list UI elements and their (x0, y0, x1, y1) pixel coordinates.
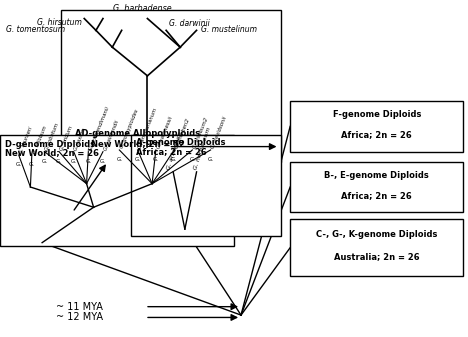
Text: G. trilobum: G. trilobum (32, 125, 48, 154)
FancyBboxPatch shape (290, 162, 463, 212)
Text: C-, G-, K-genome Diploids: C-, G-, K-genome Diploids (316, 230, 438, 239)
Text: G. harknessii: G. harknessii (156, 116, 173, 149)
Text: G. arboreum: G. arboreum (166, 131, 183, 171)
Text: G. thurberi2: G. thurberi2 (174, 118, 190, 149)
Text: G.: G. (71, 159, 77, 164)
Text: F-genome Diploids: F-genome Diploids (333, 110, 421, 119)
Text: G. aridum: G. aridum (59, 125, 73, 151)
Text: G. laxum: G. laxum (74, 127, 87, 151)
FancyBboxPatch shape (0, 135, 234, 246)
Text: G.: G. (100, 159, 106, 164)
Text: AD-genome Allopolyploids: AD-genome Allopolyploids (75, 129, 201, 138)
Text: G.: G. (42, 159, 47, 164)
Text: G.: G. (135, 157, 140, 162)
Text: G.: G. (56, 159, 62, 164)
Text: Africa; 2n = 26: Africa; 2n = 26 (341, 191, 412, 200)
Text: G. mustelinum: G. mustelinum (201, 25, 257, 34)
Text: Africa; 2n = 26: Africa; 2n = 26 (136, 147, 206, 156)
Text: G.: G. (85, 159, 91, 164)
Text: New World; 2n = 52: New World; 2n = 52 (91, 139, 185, 148)
Text: ~ 12 MYA: ~ 12 MYA (56, 312, 103, 323)
Text: G. davidsonii: G. davidsonii (211, 116, 228, 149)
Text: G. schwendimanii: G. schwendimanii (88, 105, 110, 151)
Text: ~ 11 MYA: ~ 11 MYA (56, 302, 103, 312)
Text: G. lobatum: G. lobatum (44, 122, 60, 151)
Text: G.: G. (16, 162, 22, 167)
Text: G. tomentosum: G. tomentosum (7, 25, 66, 34)
Text: G.: G. (29, 162, 35, 167)
Text: G.: G. (171, 157, 177, 162)
Text: D-genome Diploids: D-genome Diploids (5, 140, 95, 149)
Text: G.: G. (208, 157, 213, 162)
FancyBboxPatch shape (131, 135, 281, 236)
Text: G. hirsutum: G. hirsutum (37, 18, 82, 27)
Text: G. barbadense: G. barbadense (113, 4, 172, 13)
Text: G. herbaceum: G. herbaceum (193, 126, 212, 171)
Text: Africa; 2n = 26: Africa; 2n = 26 (341, 130, 412, 139)
Text: G. trilobum2: G. trilobum2 (192, 117, 209, 149)
Text: G. raimondii: G. raimondii (103, 119, 120, 151)
FancyBboxPatch shape (61, 10, 281, 162)
FancyBboxPatch shape (290, 219, 463, 276)
Text: G.: G. (117, 157, 122, 162)
Text: Australia; 2n = 26: Australia; 2n = 26 (334, 252, 419, 261)
Text: G. thurberi: G. thurberi (19, 126, 34, 154)
Text: G. gossypioides: G. gossypioides (119, 109, 139, 149)
Text: G. darwinii: G. darwinii (169, 19, 210, 28)
Text: G.: G. (190, 157, 195, 162)
Text: G.: G. (153, 157, 159, 162)
Text: New World; 2n = 26: New World; 2n = 26 (5, 148, 99, 157)
FancyBboxPatch shape (290, 101, 463, 152)
Text: B-, E-genome Diploids: B-, E-genome Diploids (324, 171, 429, 180)
Text: A-genome Diploids: A-genome Diploids (136, 138, 225, 147)
Text: G. armourianum: G. armourianum (138, 107, 159, 149)
